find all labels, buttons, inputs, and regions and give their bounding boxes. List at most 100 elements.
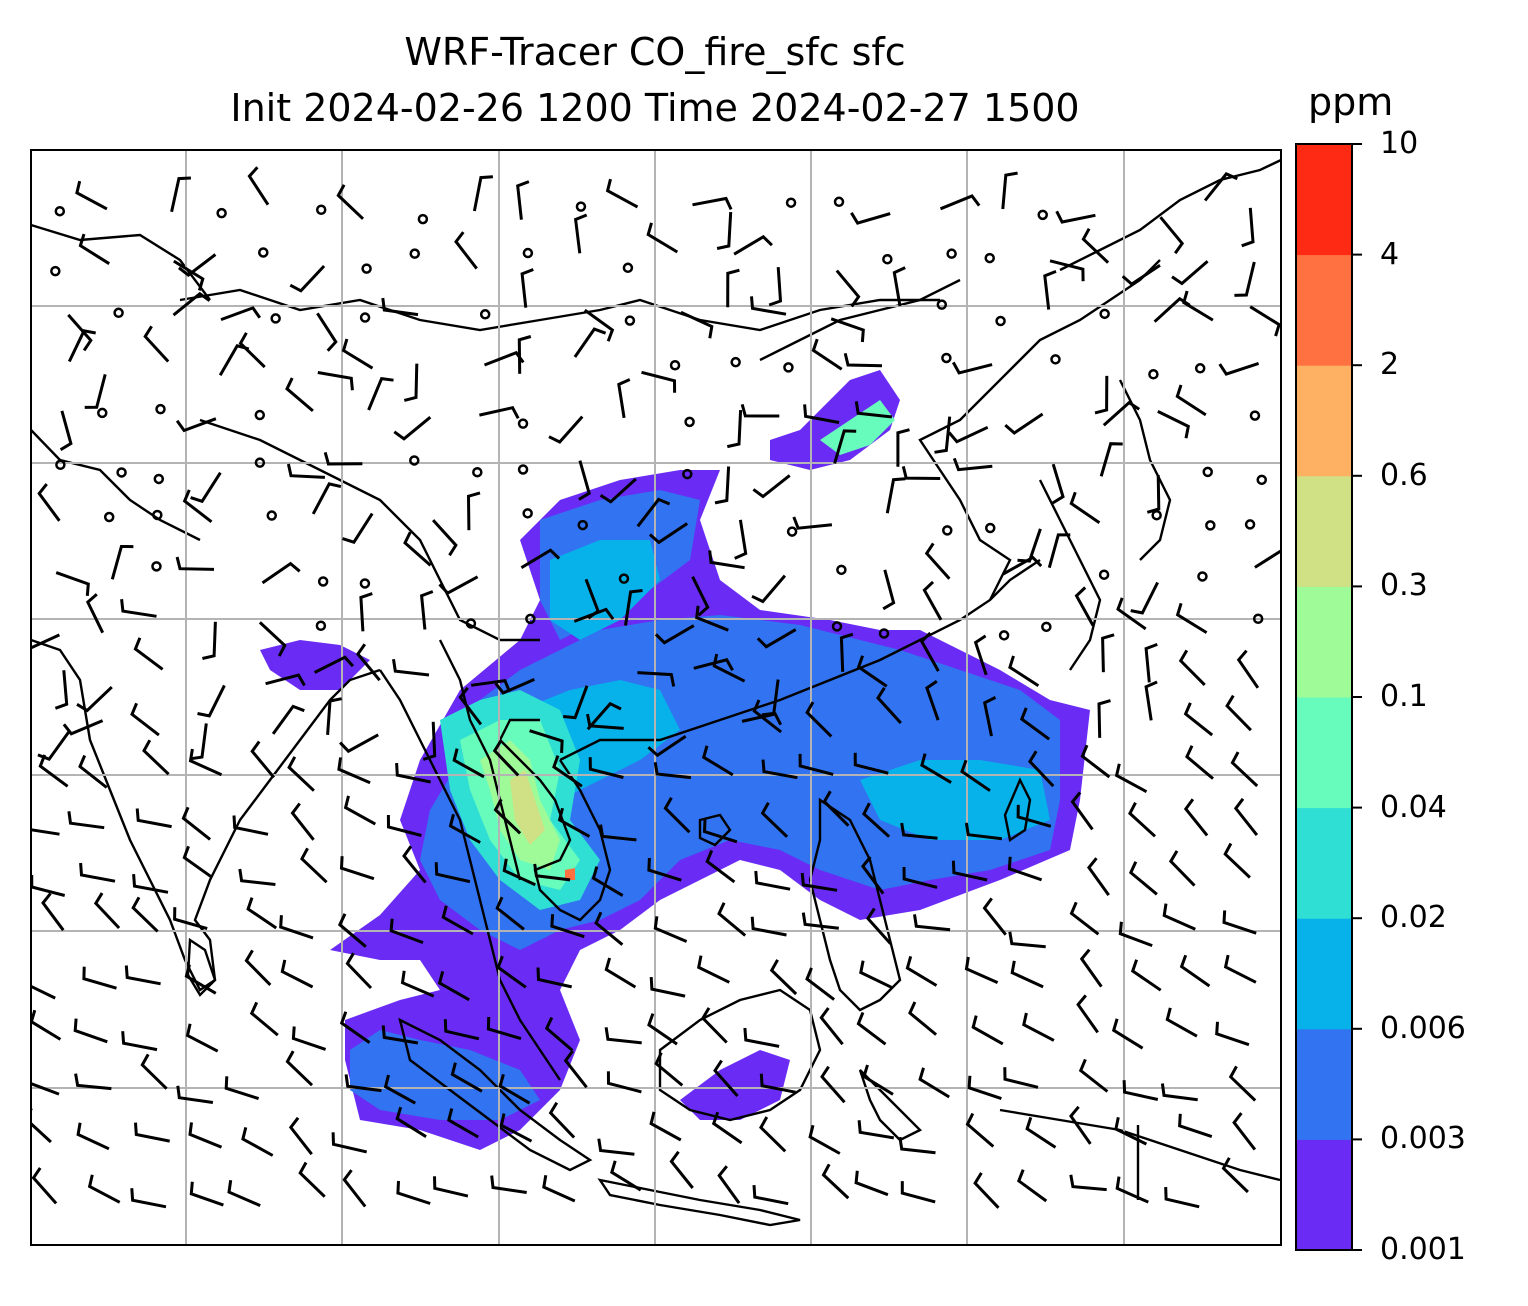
wind-barb [132,873,169,894]
calm-wind-marker [315,204,327,215]
colorbar-band [1296,144,1352,256]
wind-barb [1241,207,1255,248]
wind-barb [669,1150,694,1189]
wind-barb [87,1174,121,1204]
wind-barb [1081,227,1110,264]
wind-barb [920,753,952,784]
wind-barb [1007,856,1043,882]
calm-wind-marker [1194,363,1206,374]
wind-barb [181,806,212,841]
wind-barb [300,847,328,884]
wind-barb [197,684,226,718]
wind-barb [900,822,938,840]
wind-barb [1099,442,1123,477]
wind-barb [359,592,373,632]
wind-barb [184,964,217,995]
wind-barb [922,580,943,621]
wind-barb [291,1026,327,1051]
calm-wind-marker [258,247,269,258]
myanmar-border [438,639,522,881]
wind-barb [494,678,535,695]
calm-wind-marker [1244,519,1256,530]
wind-barb [31,828,60,836]
wind-barb [331,1132,368,1154]
colorbar-band [1296,1139,1352,1251]
wind-barb [573,607,615,623]
wind-barb [759,1073,796,1094]
wind-barb [573,327,607,358]
wind-barb [285,377,314,413]
wind-barb [1128,861,1158,896]
calm-wind-marker [682,468,693,480]
wind-barb [733,234,773,256]
wind-barb [971,1015,1004,1046]
wind-barb [342,512,374,544]
calm-wind-marker [517,464,529,475]
calm-wind-marker [783,362,794,373]
wind-barb [1008,931,1046,949]
wind-barb [82,966,117,990]
calm-wind-marker [1037,209,1048,221]
wind-barb [663,797,691,834]
wind-barb [1225,694,1252,732]
wind-barb [649,977,686,998]
wind-barb [717,902,747,937]
wind-barb [902,866,938,889]
colorbar-band [1296,918,1352,1030]
calm-wind-marker [359,312,371,323]
mongolia-border [759,278,961,362]
calm-wind-marker [1151,509,1162,521]
wind-barb [536,967,573,989]
wind-barb [792,516,833,530]
wind-barb [586,701,622,731]
wind-barb [1182,290,1214,322]
calm-wind-marker [315,620,327,632]
wind-barb [591,866,624,897]
wind-barb [1051,463,1065,505]
wind-barb [490,1175,527,1194]
wind-barb [542,1174,576,1203]
calm-wind-marker [575,201,587,212]
wind-barbs [31,166,1281,1209]
wind-barb [1080,744,1111,779]
wind-barb [454,231,478,270]
calm-wind-marker [622,262,634,274]
colorbar-tick-label: 0.1 [1380,679,1428,714]
wind-barb [452,748,485,779]
wind-barb [583,308,615,342]
wind-barb [140,1053,168,1090]
calm-wind-marker [1050,354,1061,365]
wind-barb [131,896,159,933]
wind-barb [918,1067,950,1099]
wind-barb [188,1122,223,1149]
tracer-plume [260,370,1090,1150]
wind-barb [1025,1116,1057,1149]
wind-barb [31,984,56,1000]
wind-barb [419,590,434,630]
wind-barb [1162,903,1196,931]
wind-barb [396,1180,431,1205]
wind-barb [857,1120,895,1140]
colorbar-tick-label: 0.001 [1380,1232,1466,1267]
wind-barb [130,702,160,737]
wind-barb [760,801,789,838]
himalaya-border [199,418,540,642]
wind-barb [900,1181,936,1204]
wind-barb [1122,1080,1159,1101]
calm-wind-marker [409,455,420,466]
wind-barb [586,713,624,730]
wind-barb [73,1018,108,1044]
wind-barb [1175,384,1207,417]
wind-barb [578,460,591,501]
calm-wind-marker [831,621,843,632]
wind-barb [811,338,843,371]
calm-wind-marker [417,213,429,225]
wind-barb [835,269,861,308]
wind-barb [286,463,325,479]
wind-barb [1022,1012,1055,1042]
wind-barb [711,1111,743,1145]
calm-wind-marker [998,630,1010,641]
wind-barb [708,550,745,570]
wind-barb [714,466,731,505]
wind-barb [448,813,481,844]
